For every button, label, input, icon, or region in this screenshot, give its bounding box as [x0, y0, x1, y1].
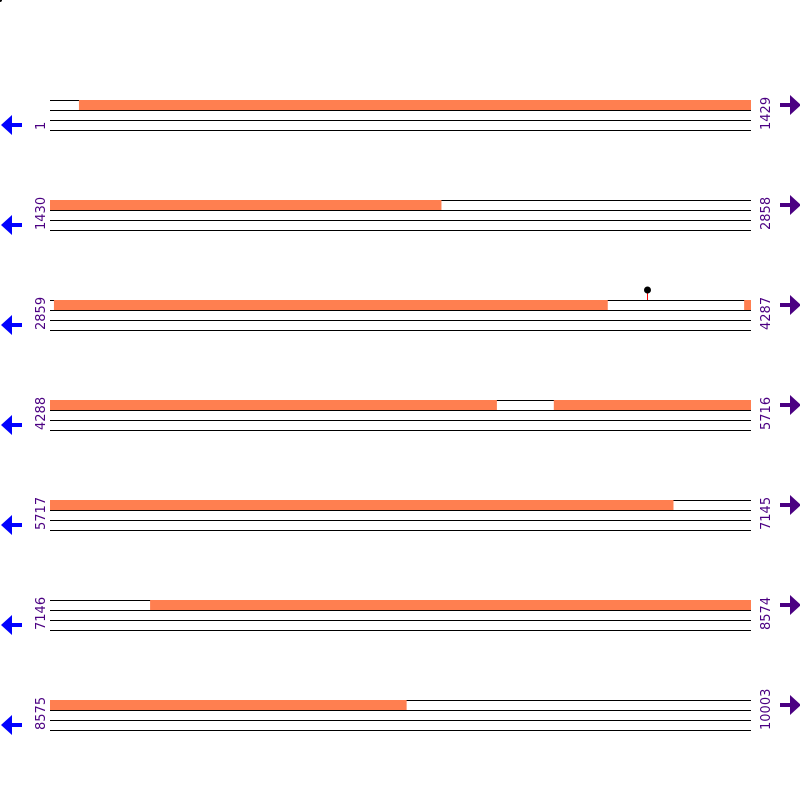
feature-bar[interactable] — [744, 300, 751, 310]
arrow-left-icon — [1, 115, 22, 135]
row-start-label: 7146 — [34, 597, 49, 630]
row-start-label: 5717 — [34, 497, 49, 530]
row-end-label: 2858 — [759, 197, 774, 230]
feature-bar[interactable] — [78, 100, 751, 110]
feature-bar[interactable] — [50, 200, 442, 210]
map-row: 1430 2858 — [1, 195, 800, 235]
map-row: 2859 4287 — [1, 286, 800, 335]
map-row: 1 1429 — [1, 95, 800, 135]
row-start-label: 2859 — [34, 297, 49, 330]
map-row: 8575 10003 — [1, 689, 800, 735]
arrow-left-icon — [1, 315, 22, 335]
site-marker-icon[interactable] — [643, 286, 651, 294]
feature-bar[interactable] — [53, 300, 608, 310]
arrow-right-icon — [780, 95, 800, 115]
row-end-label: 5716 — [759, 397, 774, 430]
map-row: 5717 7145 — [1, 495, 800, 535]
arrow-right-icon — [780, 495, 800, 515]
arrow-left-icon — [1, 415, 22, 435]
row-start-label: 4288 — [34, 397, 49, 430]
feature-bar[interactable] — [50, 400, 497, 410]
arrow-left-icon — [1, 515, 22, 535]
row-end-label: 10003 — [759, 689, 774, 730]
feature-bar[interactable] — [553, 400, 751, 410]
row-end-label: 4287 — [759, 297, 774, 330]
arrow-right-icon — [780, 695, 800, 715]
map-row: 7146 8574 — [1, 595, 800, 635]
arrow-right-icon — [780, 195, 800, 215]
row-end-label: 7145 — [759, 497, 774, 530]
corner-dot — [0, 0, 2, 2]
row-start-label: 1430 — [34, 197, 49, 230]
feature-bar[interactable] — [50, 700, 407, 710]
arrow-left-icon — [1, 615, 22, 635]
row-end-label: 1429 — [759, 97, 774, 130]
feature-bar[interactable] — [150, 600, 752, 610]
feature-bar[interactable] — [50, 500, 674, 510]
map-rows: 1 1429 1430 2858 2859 4287 4288 5716 5717 7145 714… — [1, 95, 800, 735]
arrow-left-icon — [1, 215, 22, 235]
arrow-right-icon — [780, 595, 800, 615]
map-row: 4288 5716 — [1, 395, 800, 435]
row-start-label: 1 — [34, 122, 49, 130]
row-start-label: 8575 — [34, 697, 49, 730]
arrow-left-icon — [1, 715, 22, 735]
row-end-label: 8574 — [759, 597, 774, 630]
arrow-right-icon — [780, 395, 800, 415]
arrow-right-icon — [780, 295, 800, 315]
